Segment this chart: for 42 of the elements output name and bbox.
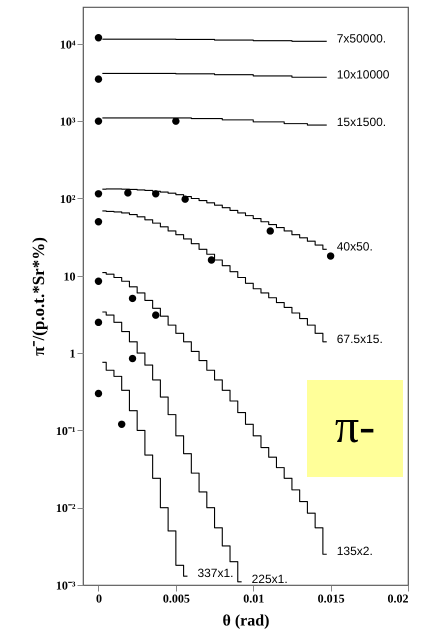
point: [124, 189, 132, 197]
y-tick-label: 10³: [60, 114, 76, 129]
x-tick-label: 0.02: [388, 592, 408, 606]
point: [94, 278, 102, 285]
series-label: 135x2.: [336, 544, 373, 558]
point: [208, 256, 216, 264]
y-axis-title: π⁻/(p.o.t.*Sr*%): [28, 237, 48, 356]
x-tick-label: 0.01: [243, 592, 264, 606]
point: [94, 75, 102, 83]
point: [266, 227, 274, 235]
series-label: 225x1.: [252, 572, 288, 586]
y-tick-label: 10⁻¹: [56, 424, 76, 438]
point: [152, 190, 160, 198]
y-tick-label: 1: [70, 346, 76, 361]
point: [94, 318, 102, 326]
series-label: 67.5x15.: [336, 332, 383, 346]
series-label: 10x10000: [336, 67, 390, 82]
x-tick-label: 0: [96, 592, 102, 606]
point: [94, 390, 102, 398]
y-tick-label: 10⁴: [60, 37, 76, 52]
point: [94, 117, 102, 125]
point: [94, 34, 102, 42]
x-axis-title: θ (rad): [222, 612, 270, 630]
series-label: 337x1.: [197, 566, 234, 580]
point: [181, 195, 189, 203]
point: [118, 420, 126, 428]
x-tick-label: 0.005: [162, 592, 190, 606]
y-tick-label: 10: [64, 269, 76, 284]
point: [94, 190, 102, 198]
series-label: 15x1500.: [336, 115, 386, 130]
x-tick-label: 0.015: [318, 592, 345, 606]
point: [326, 252, 334, 260]
point: [128, 294, 136, 302]
series-label: 40x50.: [336, 239, 373, 254]
point: [152, 311, 160, 319]
point: [94, 218, 102, 226]
point: [128, 354, 136, 362]
annotation: π-: [334, 400, 376, 453]
series-label: 7x50000.: [336, 31, 386, 46]
y-tick-label: 10⁻³: [56, 578, 76, 592]
y-tick-label: 10²: [60, 192, 76, 206]
y-tick-label: 10⁻²: [56, 501, 76, 516]
